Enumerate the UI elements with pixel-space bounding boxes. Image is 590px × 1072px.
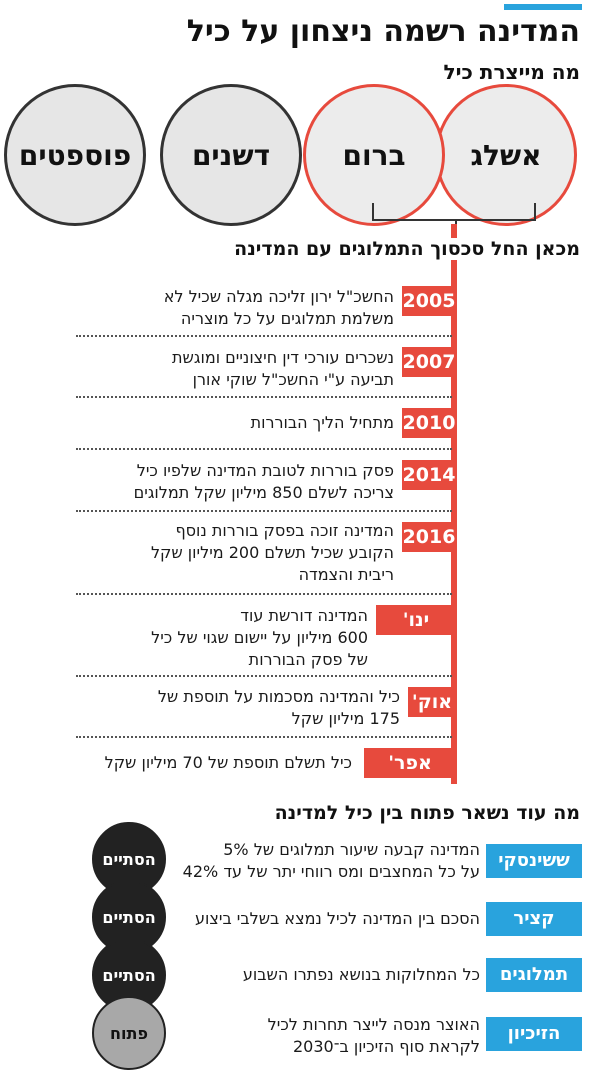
- event-description: החשכ"ל ירון זליכה מגלה שכיל לא משלמת תמל…: [163, 287, 394, 328]
- event-divider: [76, 448, 452, 450]
- timeline-line: [451, 224, 457, 784]
- event-year: 2005: [402, 286, 456, 316]
- issue-description: כל המחלוקות בנושא נפתרו השבוע: [242, 965, 480, 984]
- event-divider: [76, 675, 452, 677]
- event-year: 2016: [402, 522, 456, 552]
- event-divider: [76, 736, 452, 738]
- issue-description: הסכם בין המדינה לכיל נמצא בשלבי ביצוע: [195, 909, 480, 928]
- event-description: מתחיל הליך הבוררות: [250, 413, 394, 432]
- event-year: 2010: [402, 408, 456, 438]
- issue-label: קציר המלח: [486, 902, 582, 963]
- event-description: המדינה דורשת עוד 600 מיליון על יישום שגו…: [151, 606, 368, 669]
- event-description: פסק בוררות לטובת המדינה שלפיו כיל צריכה …: [133, 461, 394, 502]
- issue-label: ששינסקי: [486, 844, 582, 878]
- open-issues-title: מה עוד נשאר פתוח בין כיל למדינה: [274, 802, 580, 824]
- status-badge: הסתיים: [92, 822, 166, 896]
- event-description: נשכרים עורכי דין חיצוניים ומוגשת תביעה ע…: [172, 348, 394, 389]
- event-description: המדינה זוכה בפסק בוררות נוסף הקובע שכיל …: [150, 521, 394, 584]
- issue-description: האוצר מנסה לייצר תחרות לכיל לקראת סוף הז…: [267, 1015, 480, 1056]
- timeline-title: מכאן החל סכסוך התמלוגים עם המדינה: [10, 236, 580, 262]
- event-description: כיל והמדינה מסכמות על תוספת של 175 מיליו…: [157, 687, 400, 728]
- event-year: 2014: [402, 460, 456, 490]
- event-description: כיל תשלם תוספת של 70 מיליון שקל: [104, 753, 352, 772]
- issue-description: המדינה קבעה שיעור תמלוגים של 5% על כל המ…: [182, 840, 480, 881]
- event-year: אוק': [408, 687, 456, 717]
- product-circle-fertilizers: דשנים: [160, 84, 302, 226]
- event-divider: [76, 335, 452, 337]
- issue-label: תמלוגים: [486, 958, 582, 992]
- event-year: 2007: [402, 347, 456, 377]
- top-accent-bar: [504, 4, 582, 10]
- event-divider: [76, 396, 452, 398]
- event-divider: [76, 593, 452, 595]
- event-year: ינו' 2018: [376, 605, 456, 661]
- product-circle-phosphates: פוספטים: [4, 84, 146, 226]
- event-year: אפר' 2019: [364, 748, 456, 804]
- status-badge: פתוח: [92, 996, 166, 1070]
- product-circle-potash: אשלג: [435, 84, 577, 226]
- products-subtitle: מה מייצרת כיל: [443, 60, 580, 84]
- issue-label: הזיכיון: [486, 1017, 582, 1051]
- products-bracket: [372, 203, 536, 221]
- event-divider: [76, 510, 452, 512]
- product-circle-bromine: ברום: [303, 84, 445, 226]
- page-title: המדינה רשמה ניצחון על כיל: [186, 14, 580, 49]
